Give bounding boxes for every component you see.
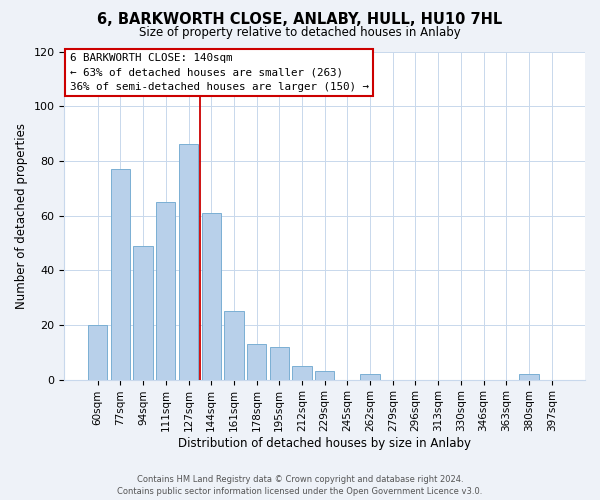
Bar: [520, 374, 539, 380]
Text: Size of property relative to detached houses in Anlaby: Size of property relative to detached ho…: [139, 26, 461, 39]
Bar: [315, 372, 334, 380]
X-axis label: Distribution of detached houses by size in Anlaby: Distribution of detached houses by size …: [178, 437, 471, 450]
Text: 6, BARKWORTH CLOSE, ANLABY, HULL, HU10 7HL: 6, BARKWORTH CLOSE, ANLABY, HULL, HU10 7…: [97, 12, 503, 28]
Bar: [156, 202, 175, 380]
Text: Contains HM Land Registry data © Crown copyright and database right 2024.
Contai: Contains HM Land Registry data © Crown c…: [118, 474, 482, 496]
Text: 6 BARKWORTH CLOSE: 140sqm
← 63% of detached houses are smaller (263)
36% of semi: 6 BARKWORTH CLOSE: 140sqm ← 63% of detac…: [70, 53, 368, 92]
Bar: [133, 246, 153, 380]
Bar: [292, 366, 311, 380]
Bar: [179, 144, 198, 380]
Bar: [224, 311, 244, 380]
Bar: [269, 347, 289, 380]
Bar: [88, 325, 107, 380]
Bar: [111, 169, 130, 380]
Bar: [247, 344, 266, 380]
Bar: [361, 374, 380, 380]
Bar: [202, 213, 221, 380]
Y-axis label: Number of detached properties: Number of detached properties: [15, 122, 28, 308]
